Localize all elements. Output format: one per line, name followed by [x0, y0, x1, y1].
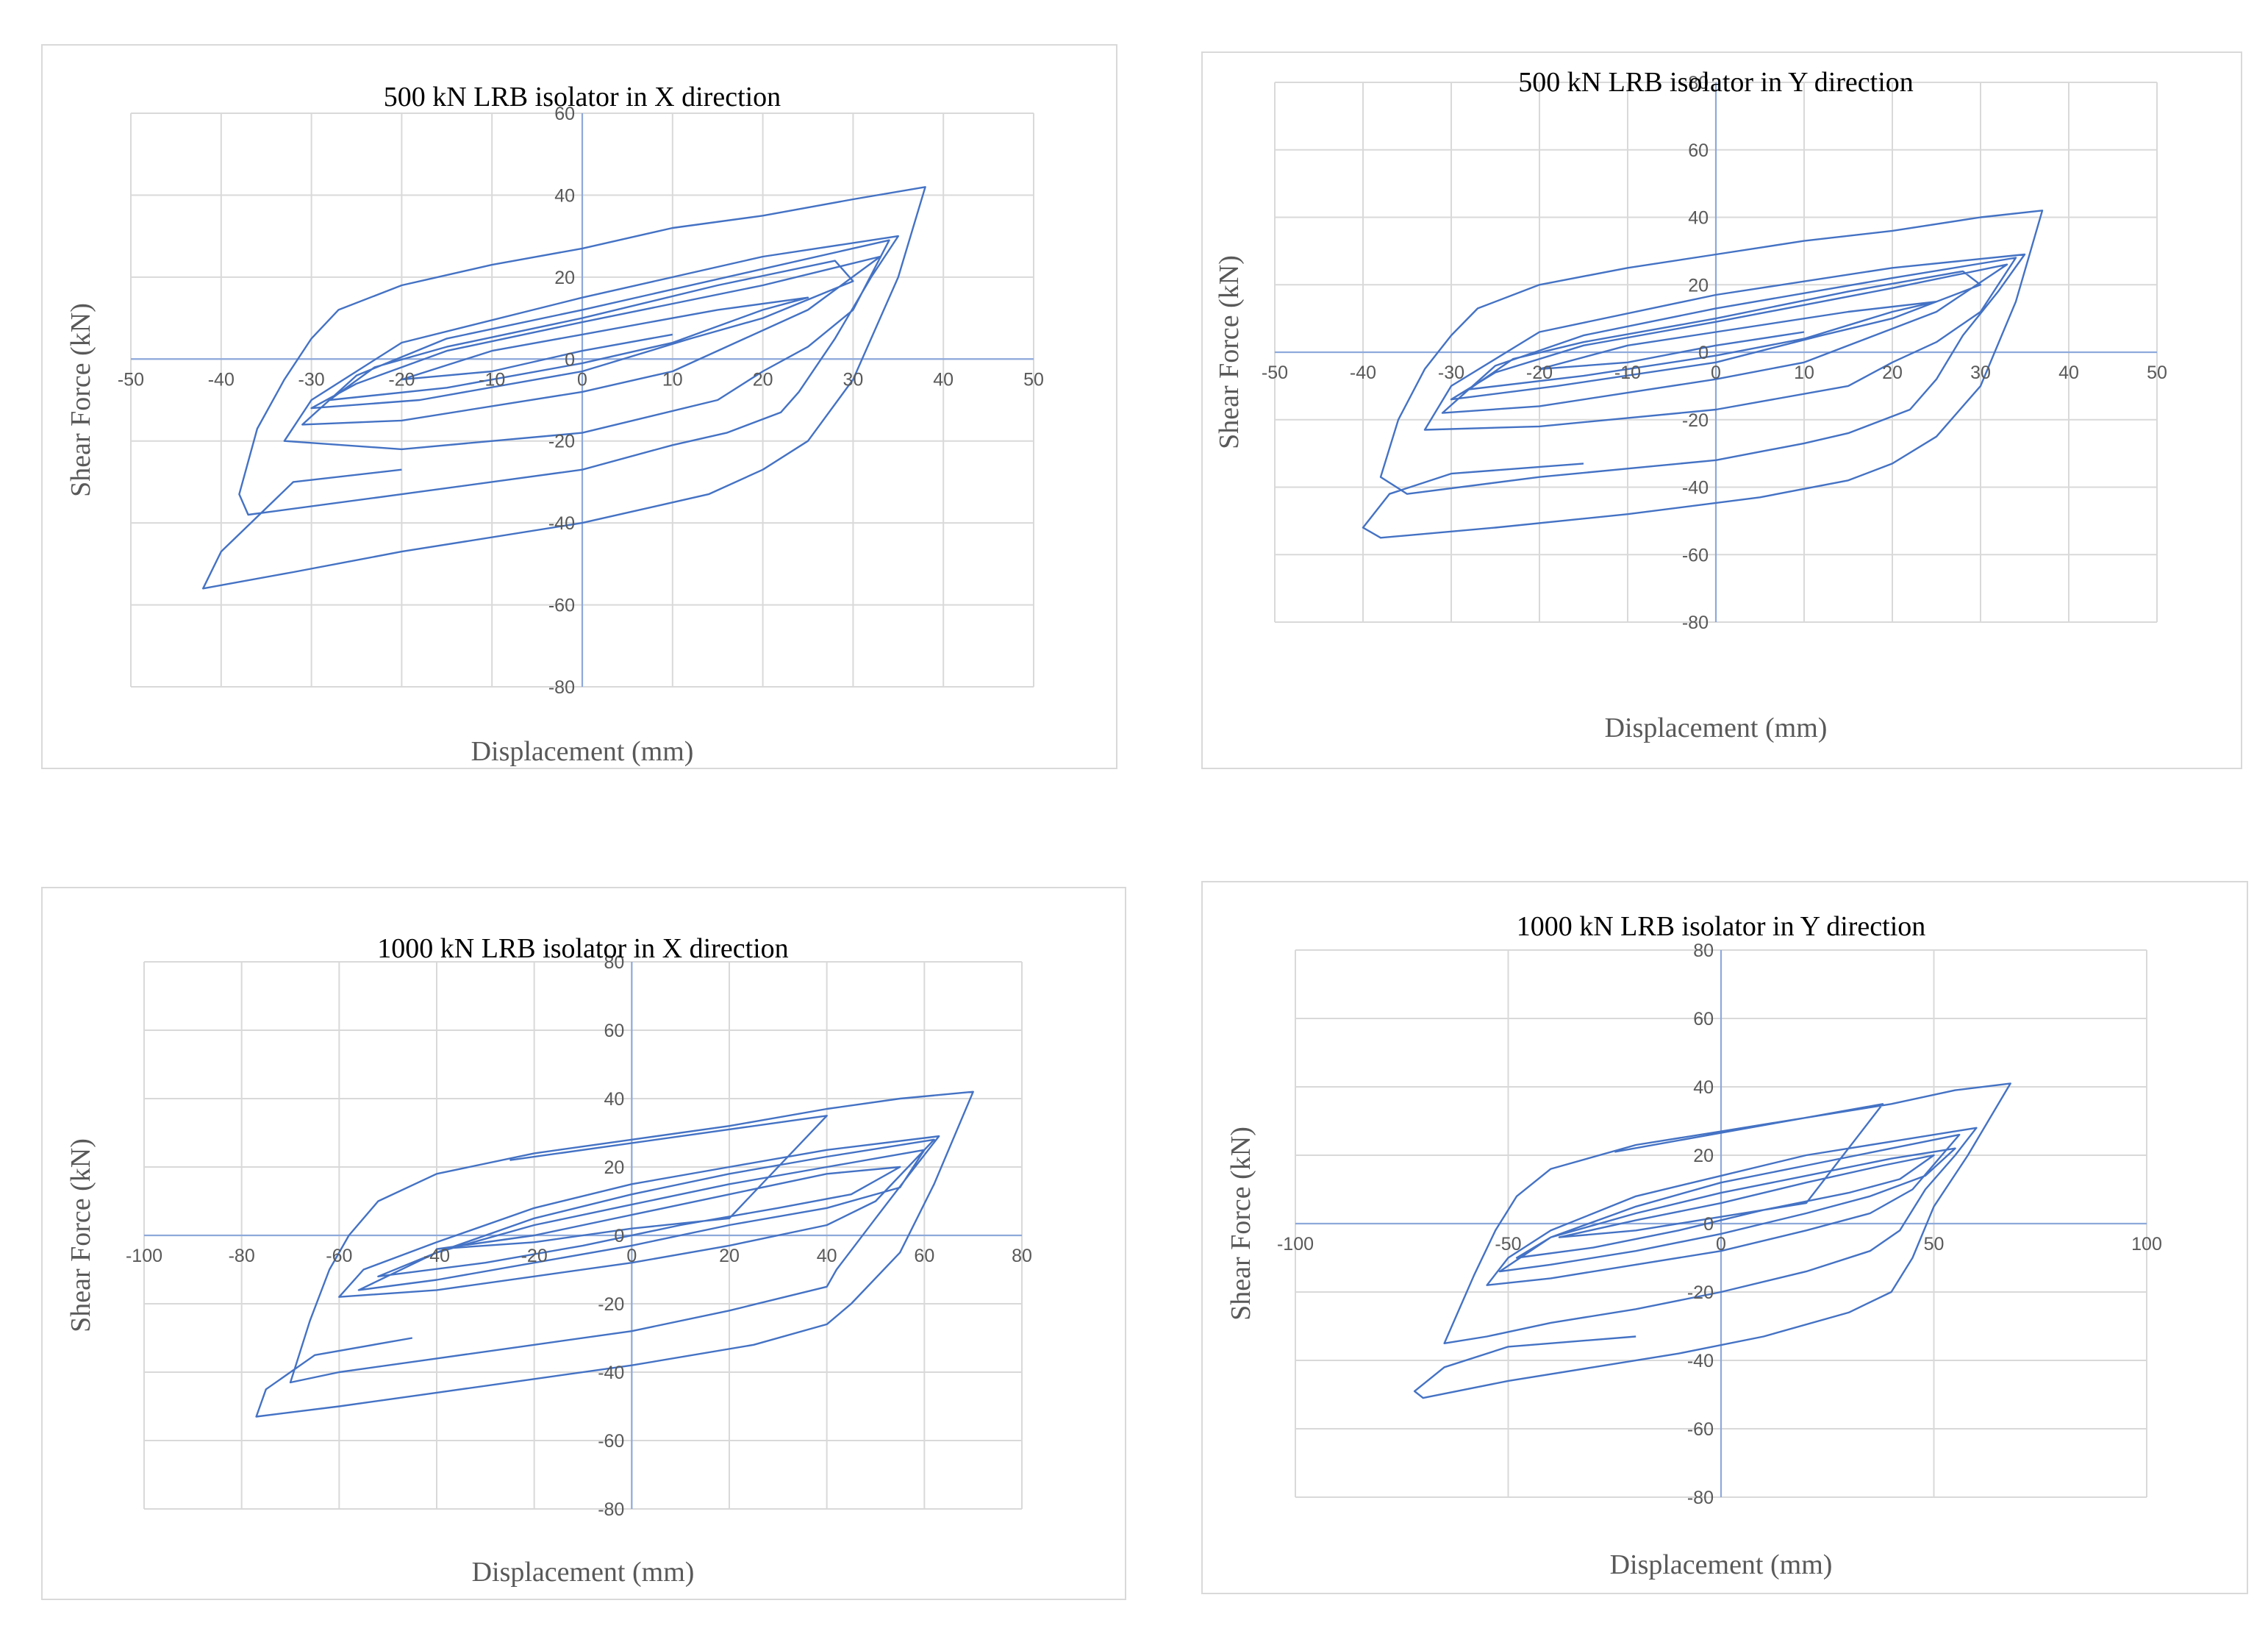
y-tick-label: -80 [1687, 1488, 1714, 1508]
x-tick-label: -20 [388, 369, 415, 390]
x-tick-label: 20 [719, 1246, 740, 1266]
x-tick-label: -80 [229, 1246, 255, 1266]
y-tick-label: 80 [604, 952, 625, 973]
x-tick-label: 80 [1012, 1246, 1032, 1266]
y-tick-label: 20 [554, 268, 575, 288]
y-tick-label: 0 [565, 349, 575, 370]
x-axis-title: Displacement (mm) [471, 736, 694, 767]
series-line-0 [202, 186, 926, 590]
series-line-0 [1413, 1082, 2011, 1399]
y-tick-label: 40 [604, 1089, 625, 1110]
x-tick-label: 10 [662, 369, 683, 390]
x-tick-label: -10 [1614, 363, 1641, 383]
y-tick-label: 60 [1688, 140, 1709, 161]
y-tick-label: 0 [1703, 1214, 1714, 1235]
x-tick-label: 40 [817, 1246, 837, 1266]
x-axis-title: Displacement (mm) [1610, 1549, 1833, 1580]
y-tick-label: -40 [1687, 1351, 1714, 1371]
y-tick-label: -40 [1682, 478, 1709, 499]
x-tick-label: 30 [843, 369, 863, 390]
x-tick-label: -40 [1350, 363, 1376, 383]
x-tick-label: -20 [1526, 363, 1553, 383]
x-tick-label: -40 [208, 369, 235, 390]
x-tick-label: 30 [1970, 363, 1991, 383]
y-axis-title: Shear Force (kN) [1214, 255, 1245, 449]
x-tick-label: -100 [126, 1246, 162, 1266]
y-tick-label: -40 [548, 513, 575, 534]
chart-title: 500 kN LRB isolator in Y direction [1518, 67, 1914, 98]
x-tick-label: -60 [326, 1246, 352, 1266]
x-tick-label: -30 [1438, 363, 1464, 383]
x-tick-label: 50 [2147, 363, 2167, 383]
x-tick-label: 0 [577, 369, 587, 390]
chart-title: 1000 kN LRB isolator in X direction [377, 933, 788, 964]
x-axis-title: Displacement (mm) [1605, 713, 1828, 743]
x-tick-label: -20 [521, 1246, 548, 1266]
series-line-0 [1362, 210, 2044, 539]
y-tick-label: 40 [1688, 208, 1709, 229]
x-tick-label: 20 [1882, 363, 1903, 383]
y-tick-label: 0 [614, 1226, 624, 1246]
x-tick-label: -40 [423, 1246, 450, 1266]
y-axis-title: Shear Force (kN) [1226, 1127, 1256, 1321]
y-tick-label: -80 [548, 677, 575, 698]
y-axis-title: Shear Force (kN) [65, 303, 96, 497]
x-tick-label: 40 [933, 369, 954, 390]
y-tick-label: 80 [1688, 73, 1709, 93]
y-axis-title: Shear Force (kN) [65, 1138, 96, 1332]
chart-svg-1000kn-x: -100 -80 -60 -40 -20 0 20 40 60 80 -80 -60 -40 -20 0 20… [65, 933, 1032, 1588]
y-tick-label: -20 [598, 1294, 624, 1315]
x-tick-label: -10 [479, 369, 505, 390]
chart-panel-1000kn-x: -100 -80 -60 -40 -20 0 20 40 60 80 -80 -60 -40 -20 0 20… [41, 887, 1126, 1600]
x-tick-label: 60 [914, 1246, 934, 1266]
x-tick-label: 50 [1023, 369, 1044, 390]
y-tick-label: 20 [1688, 275, 1709, 296]
x-tick-label: -50 [1262, 363, 1288, 383]
x-axis-title: Displacement (mm) [472, 1557, 695, 1588]
chart-panel-500kn-y: -50 -40 -30 -20 -10 0 10 20 30 40 50 -80 -60 -40 -20 0 2… [1201, 51, 2242, 769]
y-tick-label: 20 [604, 1157, 625, 1178]
x-tick-label: 10 [1794, 363, 1814, 383]
y-tick-label: 0 [1698, 343, 1709, 363]
x-tick-label: 100 [2131, 1234, 2162, 1255]
y-tick-label: -60 [1687, 1419, 1714, 1440]
x-tick-label: 0 [1716, 1234, 1726, 1255]
chart-title: 1000 kN LRB isolator in Y direction [1517, 911, 1926, 942]
x-tick-label: -100 [1277, 1234, 1314, 1255]
x-tick-label: 20 [753, 369, 773, 390]
y-tick-label: 20 [1693, 1146, 1714, 1166]
y-tick-label: -20 [1682, 410, 1709, 431]
chart-title: 500 kN LRB isolator in X direction [384, 82, 781, 113]
chart-svg-500kn-y: -50 -40 -30 -20 -10 0 10 20 30 40 50 -80 -60 -40 -20 0 2… [1214, 67, 2167, 743]
chart-svg-500kn-x: -50 -40 -30 -20 -10 0 10 20 30 40 50 -80 -60 -40 -20 0 2… [65, 82, 1044, 767]
y-tick-label: 60 [1693, 1009, 1714, 1029]
y-tick-label: -80 [598, 1499, 624, 1520]
y-tick-label: 80 [1693, 941, 1714, 961]
y-tick-label: -60 [1682, 545, 1709, 565]
chart-panel-1000kn-y: -100 -50 0 50 100 -80 -60 -40 -20 0 20 40 60 80 1000 k… [1201, 881, 2248, 1594]
y-tick-label: -60 [548, 596, 575, 616]
x-tick-label: -30 [298, 369, 325, 390]
x-tick-label: 40 [2058, 363, 2079, 383]
y-tick-label: -20 [548, 432, 575, 452]
y-tick-label: 60 [554, 104, 575, 124]
x-tick-label: 50 [1924, 1234, 1945, 1255]
x-tick-label: -50 [118, 369, 144, 390]
series-line-0 [255, 1091, 974, 1418]
y-tick-label: -80 [1682, 613, 1709, 633]
y-tick-label: -20 [1687, 1282, 1714, 1303]
x-tick-label: -50 [1495, 1234, 1521, 1255]
y-tick-label: 60 [604, 1021, 625, 1041]
y-tick-label: 40 [554, 185, 575, 206]
x-tick-label: 0 [626, 1246, 637, 1266]
y-tick-label: -40 [598, 1363, 624, 1383]
chart-panel-500kn-x: -50 -40 -30 -20 -10 0 10 20 30 40 50 -80 -60 -40 -20 0 2… [41, 44, 1117, 769]
y-tick-label: 40 [1693, 1077, 1714, 1098]
x-tick-label: 0 [1711, 363, 1721, 383]
y-tick-label: -60 [598, 1431, 624, 1452]
